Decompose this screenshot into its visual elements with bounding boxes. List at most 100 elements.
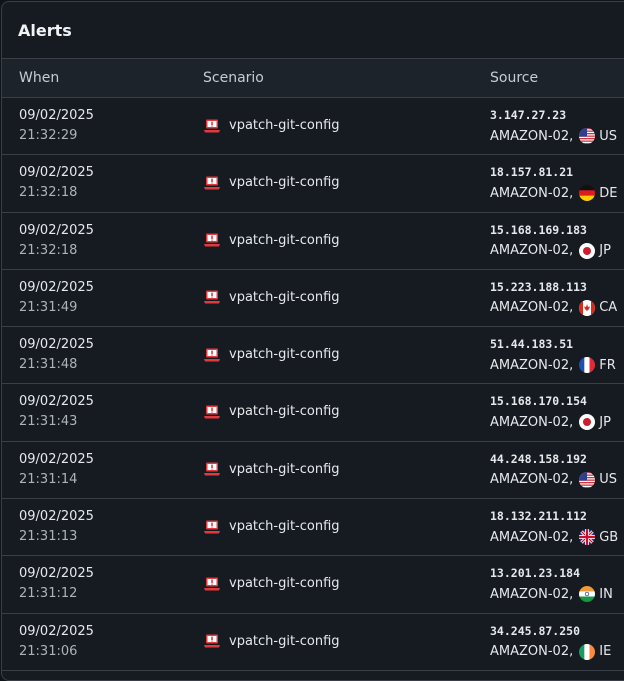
source-ip[interactable]: 34.245.87.250 <box>490 623 581 638</box>
scenario-cell[interactable]: vpatch-git-config <box>204 634 340 649</box>
scenario-cell[interactable]: vpatch-git-config <box>204 404 340 419</box>
scenario-cell[interactable]: vpatch-git-config <box>204 118 340 133</box>
scenario-cell[interactable]: vpatch-git-config <box>204 347 340 362</box>
alert-time: 21:31:06 <box>19 643 78 659</box>
alert-date: 09/02/2025 <box>19 566 94 582</box>
scenario-name: vpatch-git-config <box>229 461 340 477</box>
country-flag-icon <box>579 185 596 202</box>
alert-laptop-icon <box>204 520 220 534</box>
country-flag-icon <box>579 414 596 431</box>
source-as: AMAZON-02, JP <box>490 242 611 259</box>
country-code: JP <box>599 243 611 259</box>
alert-time: 21:32:18 <box>19 185 78 201</box>
scenario-cell[interactable]: vpatch-git-config <box>204 290 340 305</box>
table-row[interactable]: 09/02/2025 21:31:49 vpatch-git-config 15.22… <box>2 270 624 328</box>
alert-time: 21:31:12 <box>19 586 78 602</box>
country-flag-icon <box>579 471 596 488</box>
source-ip[interactable]: 13.201.23.184 <box>490 566 581 581</box>
as-name: AMAZON-02, <box>490 357 574 373</box>
scenario-cell[interactable]: vpatch-git-config <box>204 233 340 248</box>
alert-laptop-icon <box>204 462 220 476</box>
scenario-name: vpatch-git-config <box>229 633 340 649</box>
source-as: AMAZON-02, DE <box>490 185 617 202</box>
alert-date: 09/02/2025 <box>19 337 94 353</box>
table-row[interactable]: 09/02/2025 21:32:18 vpatch-git-config 15.16… <box>2 213 624 270</box>
country-code: US <box>599 128 618 144</box>
table-row[interactable]: 09/02/2025 21:31:48 vpatch-git-config 51.44… <box>2 327 624 385</box>
country-code: FR <box>599 357 616 373</box>
source-ip[interactable]: 15.168.169.183 <box>490 222 587 237</box>
scenario-name: vpatch-git-config <box>229 118 340 133</box>
country-code: IE <box>599 644 612 660</box>
scenario-name: vpatch-git-config <box>229 576 340 592</box>
scenario-cell[interactable]: vpatch-git-config <box>204 175 340 190</box>
alert-laptop-icon <box>204 634 220 648</box>
scenario-cell[interactable]: vpatch-git-config <box>204 462 340 477</box>
source-ip[interactable]: 18.157.81.21 <box>490 165 574 180</box>
table-row[interactable]: 09/02/2025 21:31:12 vpatch-git-config 13.20… <box>2 556 624 614</box>
table-row[interactable]: 09/02/2025 21:32:29 vpatch-git-config 3.147… <box>2 98 624 156</box>
scenario-name: vpatch-git-config <box>229 289 340 305</box>
as-name: AMAZON-02, <box>490 472 574 488</box>
scenario-cell[interactable]: vpatch-git-config <box>204 519 340 534</box>
alert-date: 09/02/2025 <box>19 394 94 410</box>
column-header-scenario[interactable]: Scenario <box>203 70 264 86</box>
country-code: IN <box>599 586 613 602</box>
country-flag-icon <box>579 242 596 259</box>
source-as: AMAZON-02, US <box>490 471 618 488</box>
country-flag-icon <box>579 643 596 660</box>
as-name: AMAZON-02, <box>490 185 574 201</box>
source-as: AMAZON-02, FR <box>490 357 616 374</box>
scenario-name: vpatch-git-config <box>229 519 340 535</box>
source-ip[interactable]: 18.132.211.112 <box>490 509 587 524</box>
source-as: AMAZON-02, JP <box>490 414 611 431</box>
country-code: US <box>599 472 618 488</box>
alert-time: 21:32:29 <box>19 128 78 143</box>
source-as: AMAZON-02, IN <box>490 586 613 603</box>
source-ip[interactable]: 15.168.170.154 <box>490 394 587 409</box>
alert-laptop-icon <box>204 233 220 247</box>
source-ip[interactable]: 3.147.27.23 <box>490 108 567 122</box>
country-flag-icon <box>579 586 596 603</box>
alert-time: 21:31:13 <box>19 529 78 545</box>
source-as: AMAZON-02, IE <box>490 643 612 660</box>
column-header-when[interactable]: When <box>19 70 60 86</box>
alert-time: 21:31:49 <box>19 299 78 315</box>
source-as: AMAZON-02, GB <box>490 529 619 546</box>
as-name: AMAZON-02, <box>490 414 574 430</box>
table-row[interactable]: 09/02/2025 21:31:14 vpatch-git-config 44.24… <box>2 442 624 500</box>
source-ip[interactable]: 44.248.158.192 <box>490 451 587 466</box>
alert-laptop-icon <box>204 290 220 304</box>
alert-laptop-icon <box>204 176 220 190</box>
country-code: GB <box>599 529 619 545</box>
column-header-source[interactable]: Source <box>490 70 539 86</box>
table-row[interactable]: 09/02/2025 21:31:06 vpatch-git-config 34.24… <box>2 614 624 671</box>
alert-date: 09/02/2025 <box>19 222 94 238</box>
table-header: When Scenario Source <box>2 59 624 98</box>
as-name: AMAZON-02, <box>490 300 574 316</box>
as-name: AMAZON-02, <box>490 128 574 144</box>
source-ip[interactable]: 15.223.188.113 <box>490 279 587 294</box>
scenario-cell[interactable]: vpatch-git-config <box>204 576 340 591</box>
scenario-name: vpatch-git-config <box>229 347 340 363</box>
alert-date: 09/02/2025 <box>19 623 94 639</box>
country-code: CA <box>599 300 618 316</box>
as-name: AMAZON-02, <box>490 243 574 259</box>
alert-date: 09/02/2025 <box>19 165 94 181</box>
as-name: AMAZON-02, <box>490 529 574 545</box>
source-as: AMAZON-02, US <box>490 128 617 144</box>
table-row[interactable]: 09/02/2025 21:32:18 vpatch-git-config 18.15… <box>2 155 624 213</box>
alert-time: 21:31:43 <box>19 414 78 430</box>
country-code: JP <box>599 414 611 430</box>
as-name: AMAZON-02, <box>490 644 574 660</box>
source-ip[interactable]: 51.44.183.51 <box>490 337 574 352</box>
country-flag-icon <box>579 299 596 316</box>
alerts-table-body: 09/02/2025 21:32:29 vpatch-git-config 3.147… <box>2 98 624 671</box>
country-flag-icon <box>579 357 596 374</box>
alert-time: 21:32:18 <box>19 242 78 258</box>
alert-date: 09/02/2025 <box>19 451 94 467</box>
alert-laptop-icon <box>204 348 220 362</box>
table-row[interactable]: 09/02/2025 21:31:43 vpatch-git-config 15.16… <box>2 384 624 442</box>
table-row[interactable]: 09/02/2025 21:31:13 vpatch-git-config 18.13… <box>2 499 624 557</box>
